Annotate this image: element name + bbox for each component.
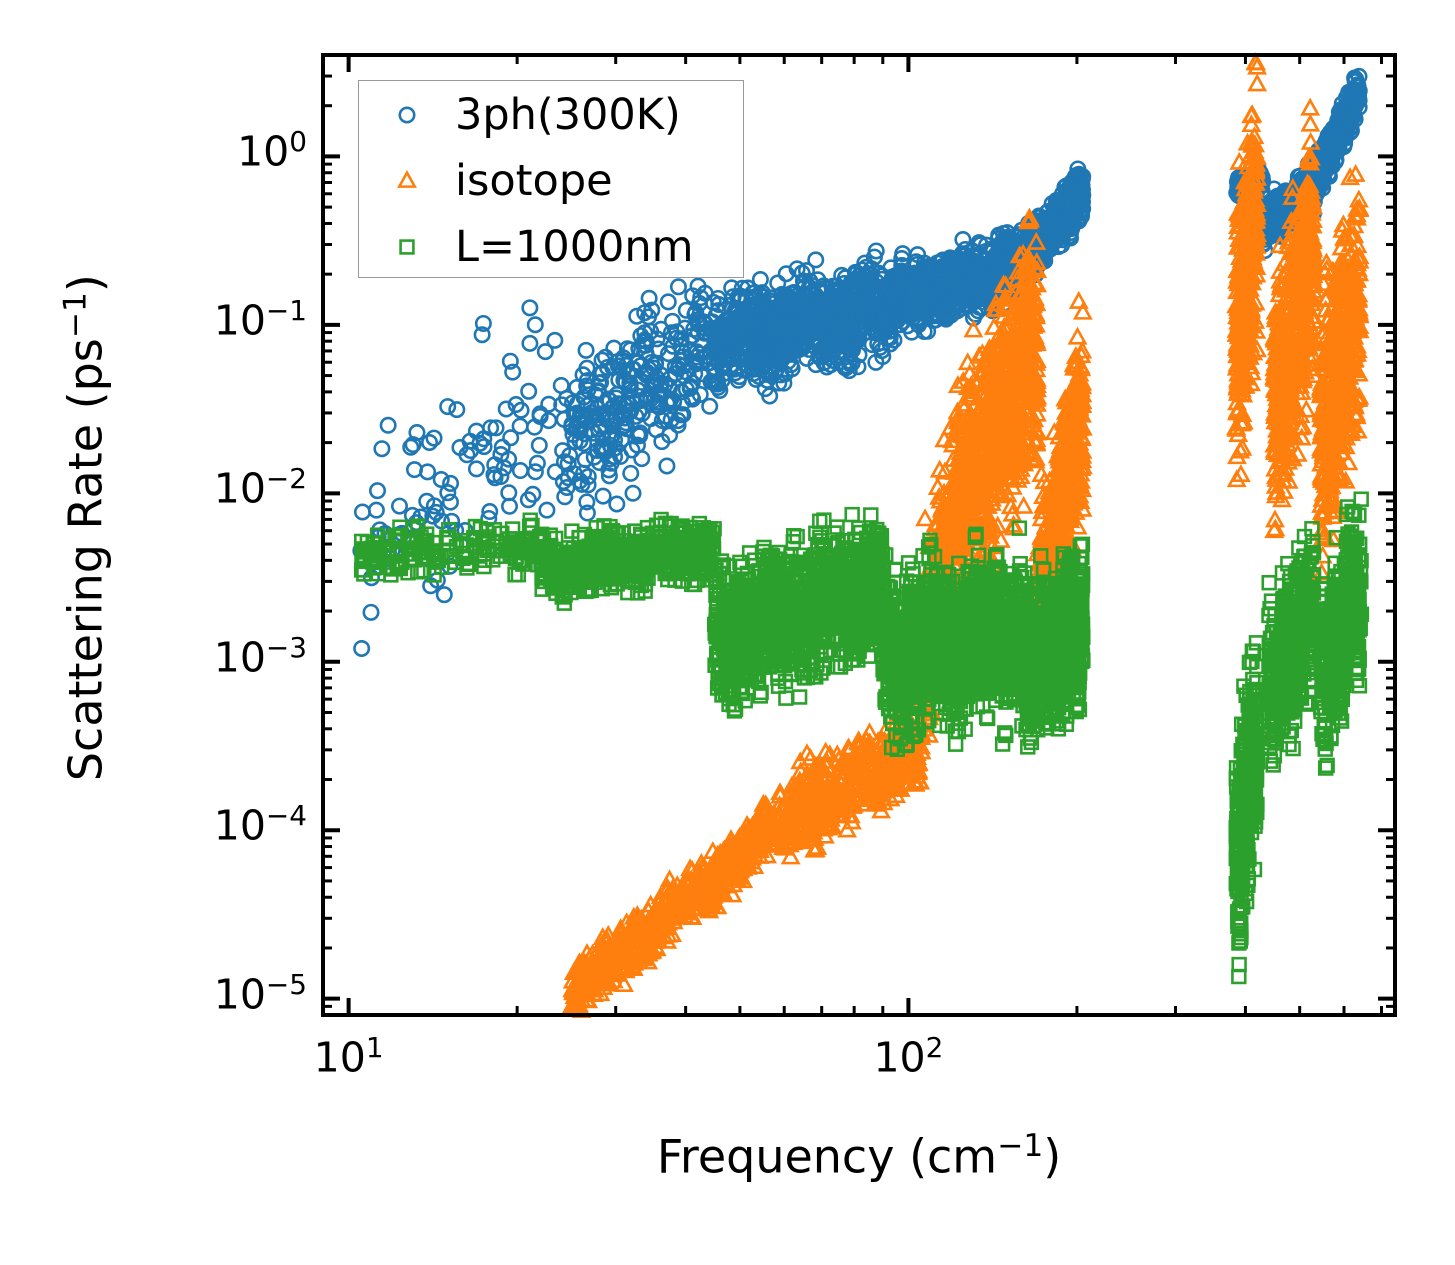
- y-tick-label-1: 10−1: [213, 293, 307, 345]
- data-points-layer: [352, 52, 1370, 1019]
- legend-entry-0[interactable]: 3ph(300K): [359, 82, 743, 148]
- x-axis-label-exponent: −1: [997, 1128, 1044, 1164]
- x-tick-label-1: 102: [873, 1031, 944, 1082]
- x-axis-label: Frequency (cm−1): [323, 1128, 1395, 1183]
- y-tick-label-5: 10−5: [213, 967, 307, 1019]
- legend-entry-1[interactable]: isotope: [359, 148, 743, 214]
- x-tick-label-0: 101: [313, 1031, 384, 1082]
- y-tick-label-3: 10−3: [213, 630, 307, 682]
- plot-frame: [321, 53, 1397, 1017]
- legend-label-2: L=1000nm: [455, 222, 694, 272]
- x-axis-label-tail: ): [1043, 1129, 1062, 1184]
- legend-label-0: 3ph(300K): [455, 90, 681, 140]
- y-tick-label-2: 10−2: [213, 462, 307, 513]
- x-axis-label-base: Frequency (cm: [656, 1129, 998, 1184]
- y-axis-label-exponent: −1: [57, 292, 94, 339]
- axes-frame: [321, 53, 1397, 1017]
- y-axis-label-base: Scattering Rate (ps: [58, 338, 113, 782]
- y-tick-label-4: 10−4: [213, 799, 307, 850]
- legend-marker-square-icon: [359, 232, 455, 262]
- legend-entry-2[interactable]: L=1000nm: [359, 214, 743, 280]
- legend-marker-circle-icon: [359, 100, 455, 130]
- series-l-1000nm: [353, 491, 1370, 985]
- y-tick-label-0: 100: [237, 125, 307, 177]
- y-axis-label-tail: ): [58, 274, 113, 293]
- legend-marker-triangle-icon: [359, 166, 455, 196]
- y-axis-label: Scattering Rate (ps−1): [57, 178, 112, 878]
- legend-box: 3ph(300K) isotope L=1000nm: [358, 80, 744, 278]
- legend-label-1: isotope: [455, 156, 613, 206]
